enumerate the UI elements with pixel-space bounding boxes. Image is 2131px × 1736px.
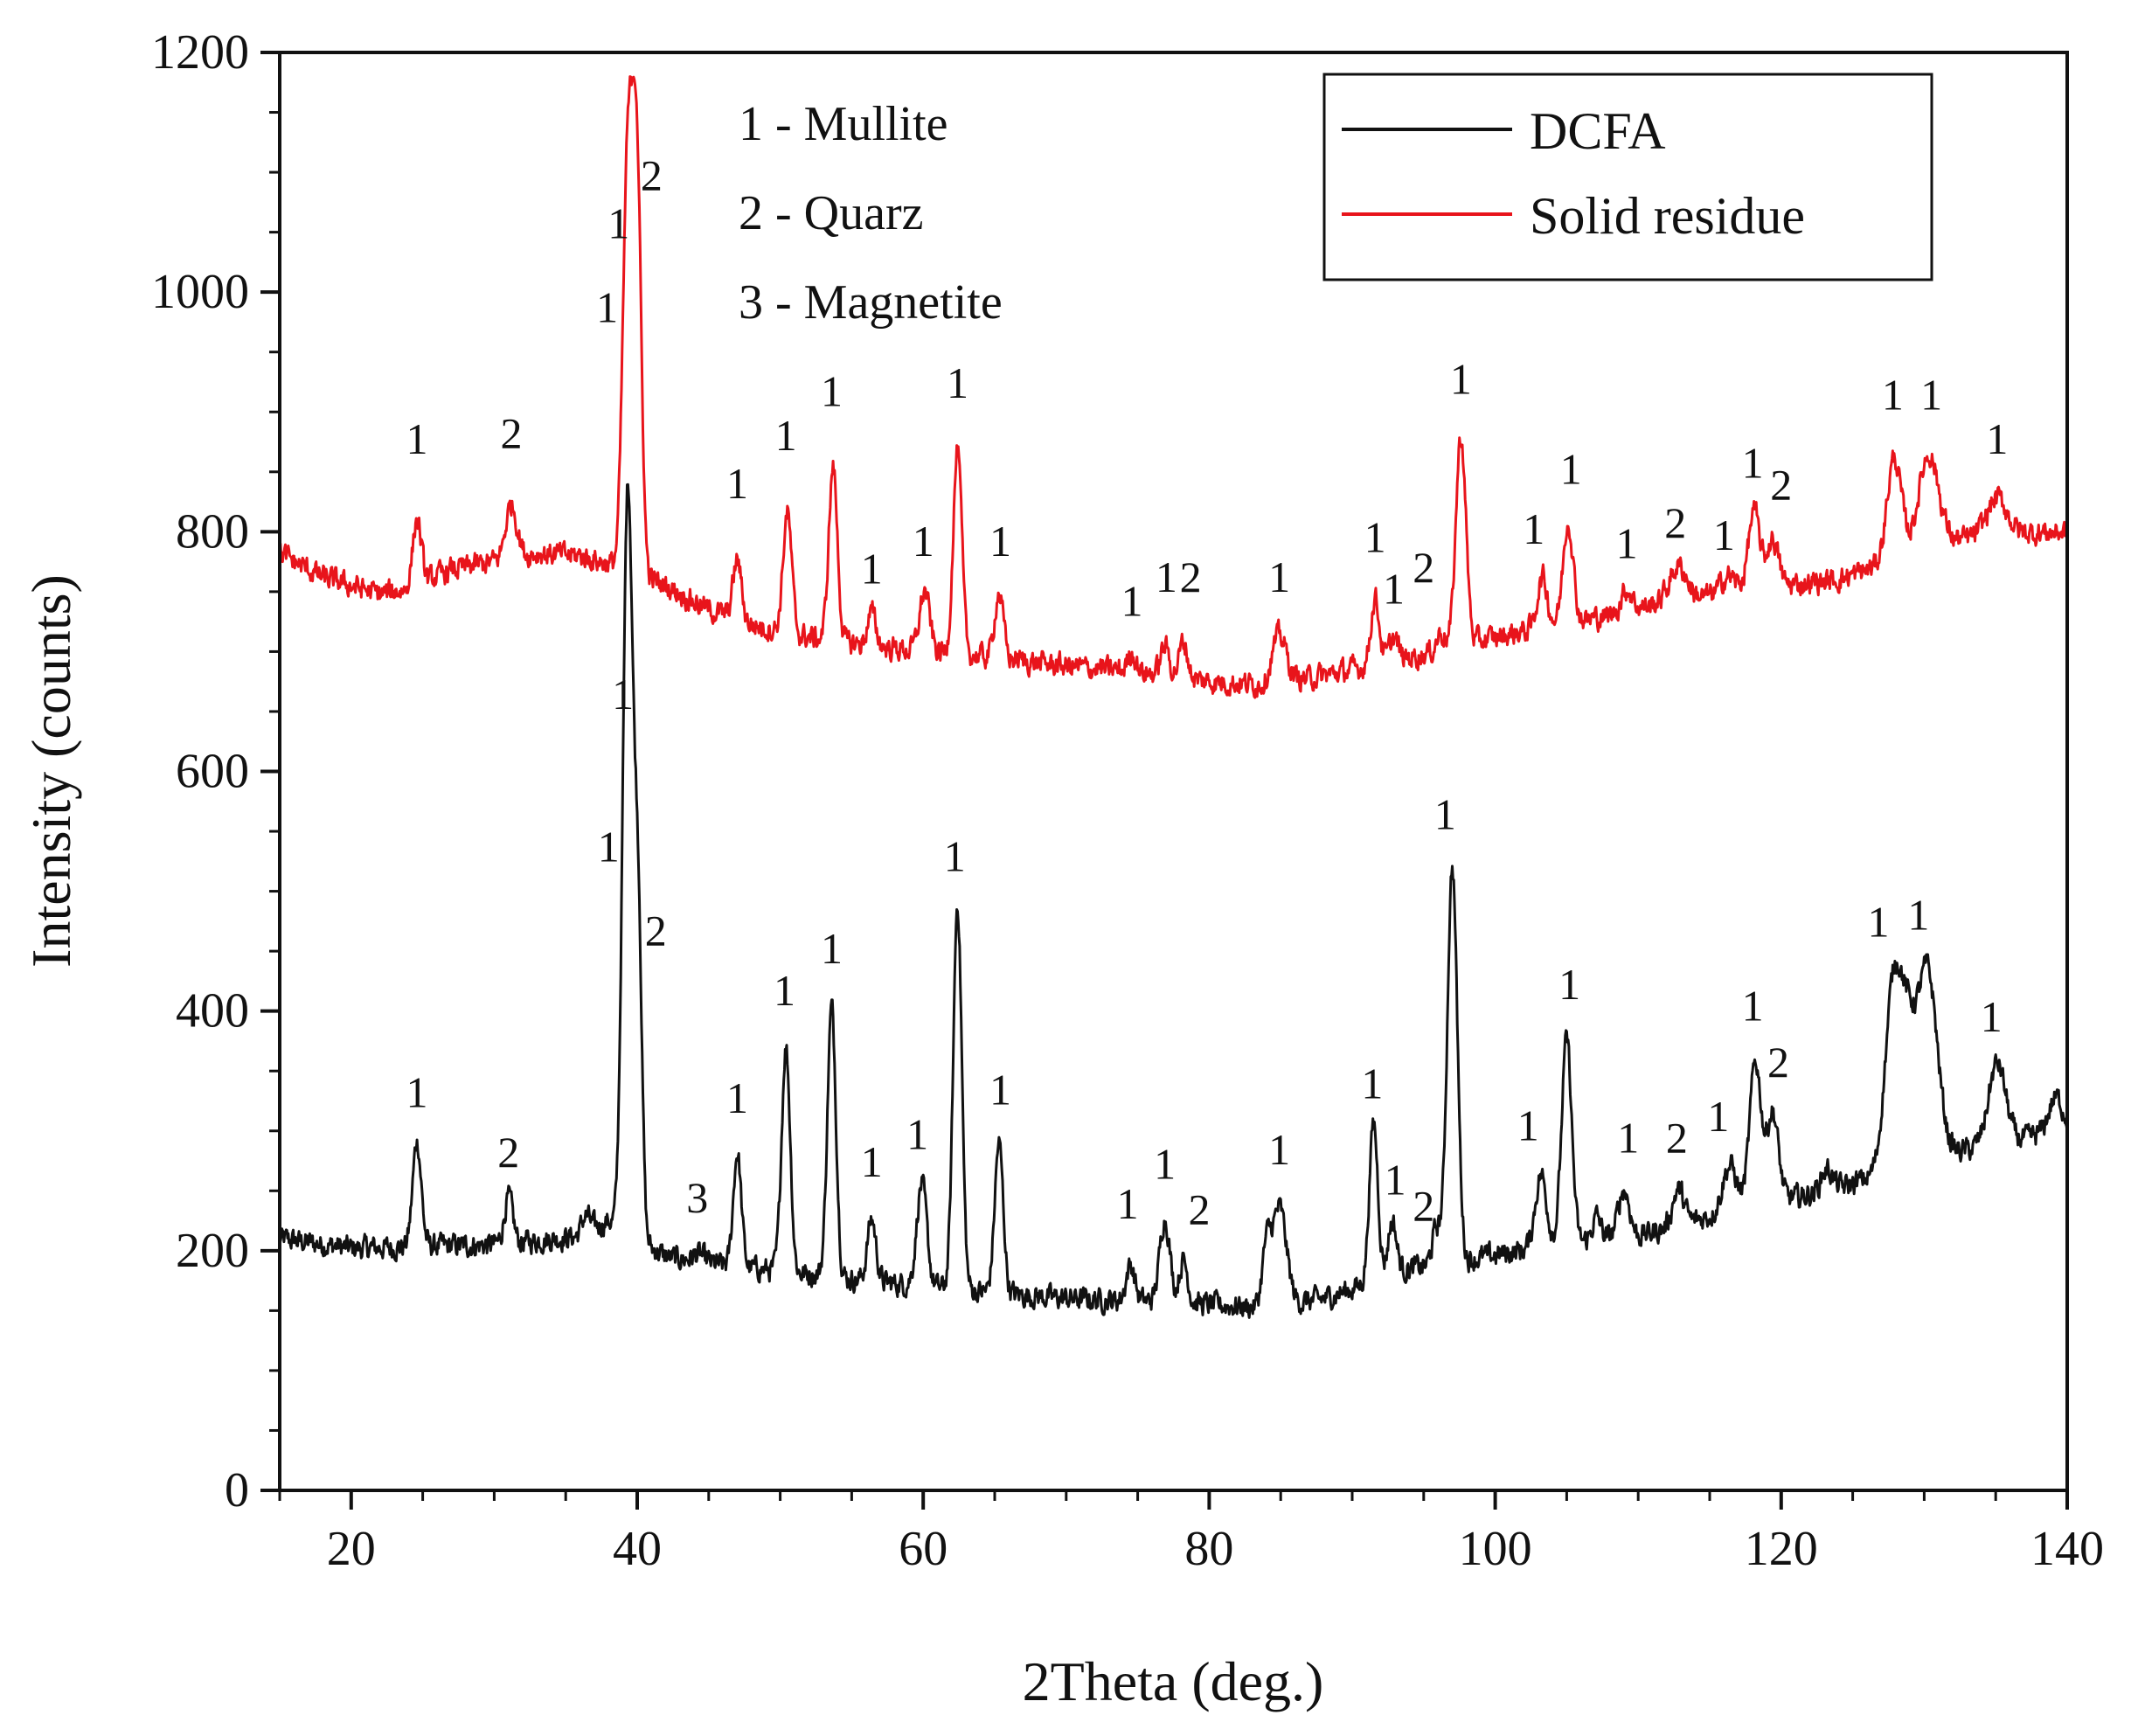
peak-label: 2 xyxy=(641,151,663,200)
peak-label: 1 xyxy=(1268,552,1290,601)
peak-label: 1 xyxy=(947,358,968,407)
peak-label: 2 xyxy=(645,906,667,955)
peak-label: 1 xyxy=(1154,1140,1176,1189)
peak-label: 1 xyxy=(1707,1092,1729,1141)
peak-label: 1 xyxy=(612,670,634,719)
peak-label: 1 xyxy=(1920,371,1942,420)
peak-label: 1 xyxy=(906,1109,928,1158)
peak-label: 1 xyxy=(989,517,1011,566)
legend-box xyxy=(1322,73,1933,281)
peak-label: 1 xyxy=(598,822,620,871)
peak-label: 1 xyxy=(1450,355,1472,404)
peak-label: 1 xyxy=(944,831,966,880)
peak-label: 1 xyxy=(1268,1125,1290,1174)
x-tick-label: 40 xyxy=(613,1522,662,1576)
peak-label: 1 xyxy=(1907,890,1929,939)
peak-label: 1 xyxy=(1560,445,1582,494)
peak-label: 1 xyxy=(1517,1101,1539,1150)
x-tick-label: 80 xyxy=(1184,1522,1233,1576)
peak-label: 1 xyxy=(1385,1155,1406,1204)
peak-label: 2 xyxy=(501,408,523,457)
peak-label: 1 xyxy=(596,282,618,331)
peak-label: 1 xyxy=(1434,789,1456,838)
peak-label: 2 xyxy=(497,1128,519,1177)
x-axis-title: 2Theta (deg.) xyxy=(1023,1650,1324,1712)
plot-area xyxy=(280,52,2067,1490)
y-tick-label: 1200 xyxy=(151,25,249,80)
x-tick-label: 140 xyxy=(2030,1522,2104,1576)
peak-label: 1 xyxy=(1558,960,1580,1009)
peak-label: 2 xyxy=(1770,460,1792,509)
peak-label: 1 xyxy=(1361,1059,1383,1108)
peak-label: 1 xyxy=(1868,898,1890,947)
series-line-solid-residue xyxy=(278,75,2069,699)
y-tick-label: 400 xyxy=(176,984,249,1038)
peak-label: 1 xyxy=(406,1067,428,1116)
peak-label: 1 xyxy=(775,411,797,460)
x-tick-label: 20 xyxy=(327,1522,376,1576)
peak-label: 2 xyxy=(1664,498,1686,547)
x-tick-label: 100 xyxy=(1459,1522,1532,1576)
y-axis-title: Intensity (counts) xyxy=(20,574,82,968)
y-tick-label: 200 xyxy=(176,1224,249,1278)
peak-label: 3 xyxy=(686,1173,708,1222)
phase-key-quarz: 2 - Quarz xyxy=(739,186,923,240)
peak-label: 1 xyxy=(1981,992,2003,1041)
peak-label: 1 xyxy=(1742,982,1764,1031)
peak-label: 1 xyxy=(1986,414,2008,463)
peak-label: 1 xyxy=(1121,576,1143,625)
peak-label: 1 xyxy=(774,966,795,1015)
phase-key: 1 - Mullite 2 - Quarz 3 - Magnetite xyxy=(739,97,1003,330)
series-line-dcfa xyxy=(278,483,2069,1319)
legend-label-dcfa: DCFA xyxy=(1530,102,1666,160)
peak-label: 1 xyxy=(989,1066,1011,1115)
peak-label: 1 xyxy=(1713,510,1735,559)
peak-label: 1 xyxy=(726,1073,748,1122)
peak-label: 1 xyxy=(1523,504,1544,553)
y-tick-label: 1000 xyxy=(151,265,249,319)
peak-label: 2 xyxy=(1413,1182,1434,1231)
peak-label: 2 xyxy=(1413,543,1434,592)
phase-key-magnetite: 3 - Magnetite xyxy=(739,275,1003,330)
peak-label: 1 xyxy=(861,1137,883,1186)
x-tick-label: 60 xyxy=(899,1522,947,1576)
peak-label: 1 xyxy=(1156,552,1177,601)
peak-label: 1 xyxy=(1117,1179,1139,1228)
peak-label: 1 xyxy=(821,366,843,415)
peak-label: 1 xyxy=(406,414,428,463)
legend: DCFA Solid residue xyxy=(1322,73,1933,281)
peak-label: 2 xyxy=(1666,1113,1688,1162)
peak-label: 1 xyxy=(1616,518,1638,567)
peak-label: 1 xyxy=(726,459,748,508)
peak-label: 1 xyxy=(1383,565,1405,614)
x-tick-label: 120 xyxy=(1745,1522,1818,1576)
peak-label: 1 xyxy=(1364,513,1386,562)
y-tick-label: 600 xyxy=(176,745,249,799)
peak-label: 1 xyxy=(913,517,934,566)
peak-label: 1 xyxy=(1617,1113,1639,1162)
y-tick-label: 0 xyxy=(225,1463,249,1517)
peak-label: 1 xyxy=(1882,371,1904,420)
peak-label: 1 xyxy=(861,544,883,593)
legend-label-solid-residue: Solid residue xyxy=(1530,187,1805,245)
peak-label: 1 xyxy=(607,198,629,247)
peak-label: 2 xyxy=(1180,552,1202,601)
peak-label: 1 xyxy=(1742,439,1764,488)
y-tick-label: 800 xyxy=(176,504,249,559)
peak-label: 2 xyxy=(1188,1185,1210,1234)
peak-label: 2 xyxy=(1767,1038,1789,1087)
phase-key-mullite: 1 - Mullite xyxy=(739,97,948,151)
peak-label: 1 xyxy=(821,924,843,973)
